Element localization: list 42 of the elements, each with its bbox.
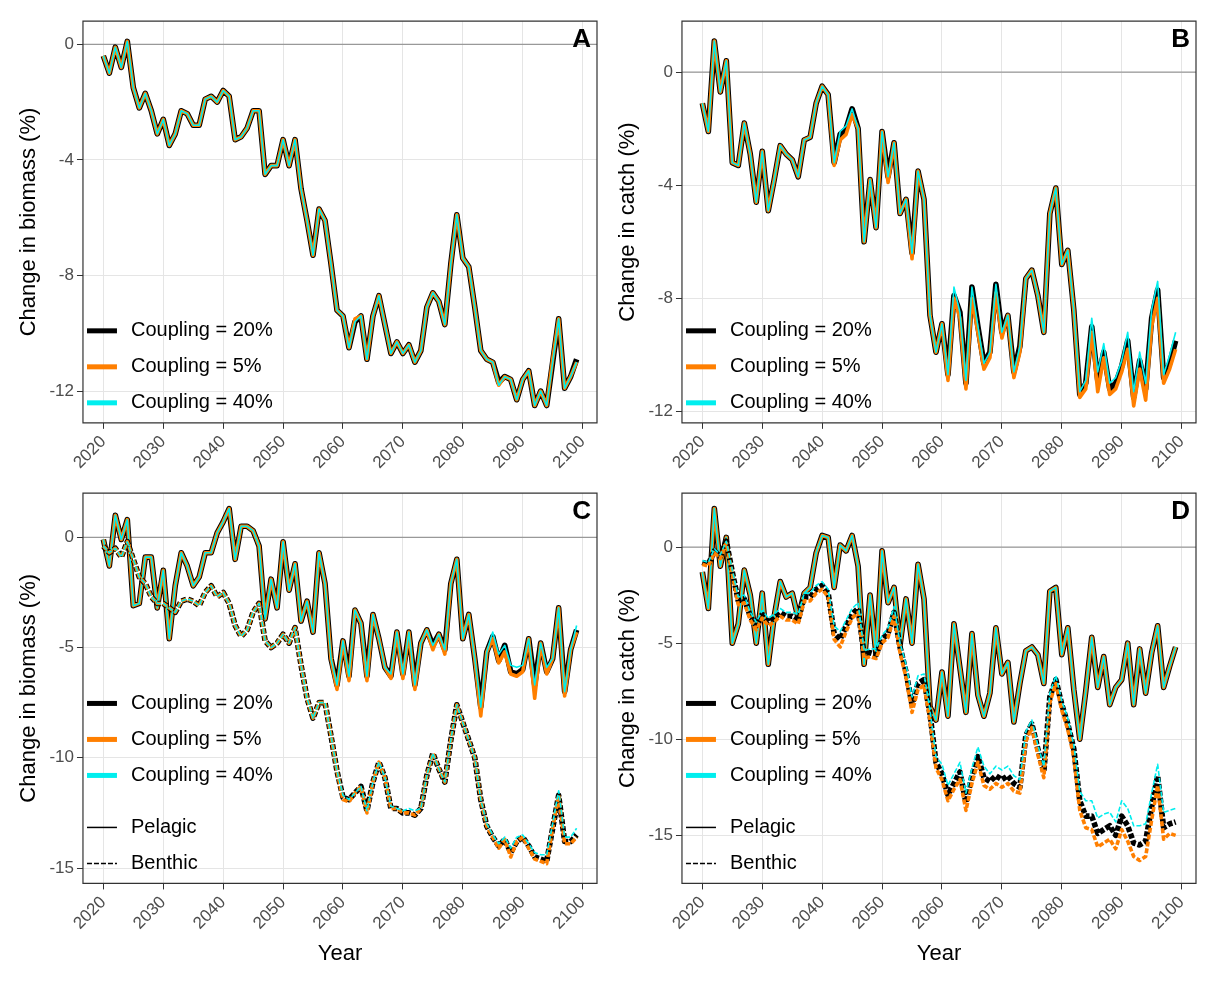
legend-label: Coupling = 40% xyxy=(729,762,872,785)
annotation: Pelagic xyxy=(729,814,796,837)
y-tick-label: -8 xyxy=(58,265,74,285)
y-tick-label: -5 xyxy=(58,637,74,657)
legend-label: Coupling = 20% xyxy=(130,690,273,713)
y-tick-label: -4 xyxy=(657,174,673,194)
y-tick-label: -4 xyxy=(58,149,74,169)
legend-label: Coupling = 5% xyxy=(729,354,861,377)
chart-title: D xyxy=(1171,495,1190,526)
legend-label: Coupling = 5% xyxy=(130,726,262,749)
legend-label: Coupling = 40% xyxy=(729,390,872,413)
legend-label: Coupling = 40% xyxy=(130,762,273,785)
chart-title: B xyxy=(1171,23,1190,54)
y-tick-label: 0 xyxy=(663,61,673,81)
y-tick-label: 0 xyxy=(64,34,74,53)
legend-label: Coupling = 5% xyxy=(130,354,262,377)
legend-label: Coupling = 5% xyxy=(729,726,861,749)
annotation: Pelagic xyxy=(130,814,197,837)
y-tick-label: -15 xyxy=(648,825,673,845)
legend-label: Coupling = 20% xyxy=(130,318,273,341)
y-axis-title: Change in biomass (%) xyxy=(15,107,41,337)
y-tick-label: -15 xyxy=(49,857,74,877)
legend-label: Coupling = 40% xyxy=(130,390,273,413)
y-tick-label: 0 xyxy=(64,526,74,546)
x-axis-title: Year xyxy=(916,939,962,965)
y-tick-label: -5 xyxy=(657,632,673,652)
y-tick-label: -12 xyxy=(49,380,74,400)
annotation: Benthic xyxy=(729,850,797,873)
annotation: Benthic xyxy=(130,850,198,873)
legend-label: Coupling = 20% xyxy=(729,318,872,341)
chart-title: C xyxy=(572,495,592,526)
x-axis-title: Year xyxy=(317,939,363,965)
legend-label: Coupling = 20% xyxy=(729,690,872,713)
y-tick-label: -12 xyxy=(648,401,673,421)
y-tick-label: -10 xyxy=(648,728,673,748)
y-axis-title: Change in catch (%) xyxy=(614,588,640,788)
chart-title: A xyxy=(572,23,592,54)
y-axis-title: Change in biomass (%) xyxy=(15,573,41,803)
y-tick-label: -8 xyxy=(657,288,673,308)
y-axis-title: Change in catch (%) xyxy=(614,122,640,322)
y-tick-label: -10 xyxy=(49,747,74,767)
y-tick-label: 0 xyxy=(663,536,673,556)
